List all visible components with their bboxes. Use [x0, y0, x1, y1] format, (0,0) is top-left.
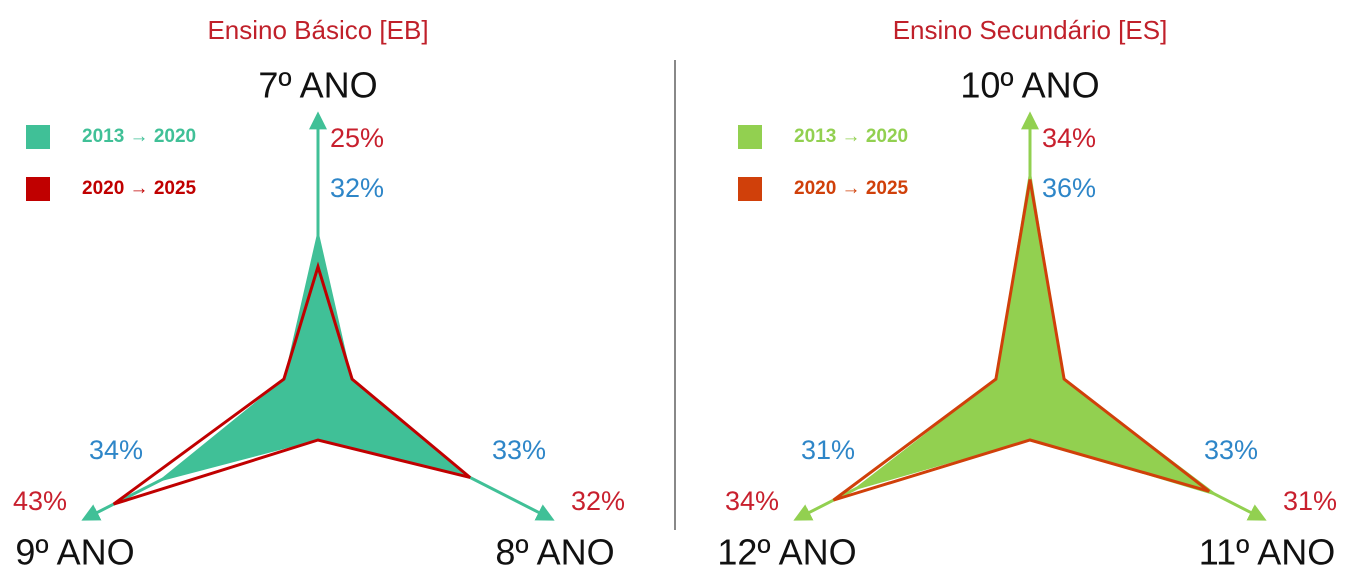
chart-title: Ensino Secundário [ES] — [893, 15, 1168, 45]
value-label: 33% — [492, 435, 546, 465]
legend-swatch — [738, 125, 762, 149]
series-outline — [832, 179, 1211, 502]
series-area — [156, 229, 475, 483]
legend-swatch — [26, 177, 50, 201]
value-label: 32% — [571, 486, 625, 516]
axis-label: 10º ANO — [960, 65, 1099, 106]
value-label: 32% — [330, 173, 384, 203]
value-label: 33% — [1204, 435, 1258, 465]
chart-title: Ensino Básico [EB] — [207, 15, 428, 45]
axis-label: 12º ANO — [717, 532, 856, 572]
axis-label: 9º ANO — [15, 532, 134, 572]
value-label: 31% — [801, 435, 855, 465]
axis-label: 11º ANO — [1199, 532, 1336, 572]
value-label: 34% — [725, 486, 779, 516]
legend-label: 2020 → 2025 — [82, 178, 197, 199]
axis-label: 8º ANO — [495, 532, 614, 572]
value-label: 36% — [1042, 173, 1096, 203]
value-label: 34% — [89, 435, 143, 465]
value-label: 31% — [1283, 486, 1337, 516]
legend-label: 2013 → 2020 — [794, 126, 908, 147]
series-outline — [112, 261, 472, 506]
series-area — [850, 166, 1221, 498]
legend-swatch — [738, 177, 762, 201]
legend-label: 2013 → 2020 — [82, 126, 196, 147]
value-label: 25% — [330, 123, 384, 153]
legend-label: 2020 → 2025 — [794, 178, 909, 199]
legend-swatch — [26, 125, 50, 149]
axis-label: 7º ANO — [258, 65, 377, 106]
value-label: 34% — [1042, 123, 1096, 153]
value-label: 43% — [13, 486, 67, 516]
